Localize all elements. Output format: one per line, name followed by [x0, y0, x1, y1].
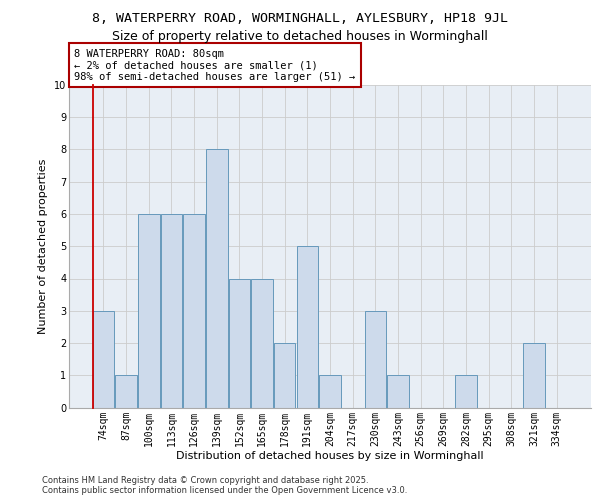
Bar — [365, 310, 386, 408]
Bar — [206, 150, 227, 408]
Bar — [138, 214, 160, 408]
Bar — [115, 375, 137, 408]
Bar — [184, 214, 205, 408]
Bar — [93, 310, 114, 408]
Text: Contains HM Land Registry data © Crown copyright and database right 2025.
Contai: Contains HM Land Registry data © Crown c… — [42, 476, 407, 495]
Text: Size of property relative to detached houses in Worminghall: Size of property relative to detached ho… — [112, 30, 488, 43]
Bar — [296, 246, 318, 408]
Text: 8, WATERPERRY ROAD, WORMINGHALL, AYLESBURY, HP18 9JL: 8, WATERPERRY ROAD, WORMINGHALL, AYLESBU… — [92, 12, 508, 26]
Bar — [161, 214, 182, 408]
Bar — [387, 375, 409, 408]
Bar — [274, 343, 295, 407]
X-axis label: Distribution of detached houses by size in Worminghall: Distribution of detached houses by size … — [176, 451, 484, 461]
Bar — [455, 375, 476, 408]
Bar — [251, 278, 273, 407]
Bar — [319, 375, 341, 408]
Text: 8 WATERPERRY ROAD: 80sqm
← 2% of detached houses are smaller (1)
98% of semi-det: 8 WATERPERRY ROAD: 80sqm ← 2% of detache… — [74, 48, 355, 82]
Bar — [229, 278, 250, 407]
Bar — [523, 343, 545, 407]
Y-axis label: Number of detached properties: Number of detached properties — [38, 158, 49, 334]
